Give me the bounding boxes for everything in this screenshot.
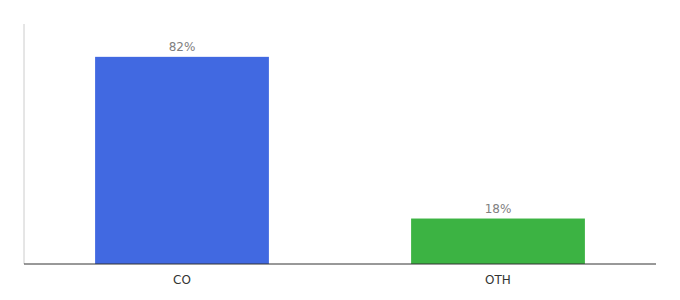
bar [411, 219, 585, 264]
bar [95, 57, 269, 264]
bars [95, 57, 585, 264]
chart-container: 82% 18% CO OTH [0, 0, 680, 300]
x-tick-label: CO [173, 273, 191, 287]
chart: 82% 18% CO OTH [0, 0, 680, 300]
y-axis-line [24, 24, 25, 264]
x-axis-line [24, 264, 656, 265]
data-label: 82% [169, 40, 196, 54]
data-label: 18% [485, 202, 512, 216]
x-tick-label: OTH [485, 273, 511, 287]
